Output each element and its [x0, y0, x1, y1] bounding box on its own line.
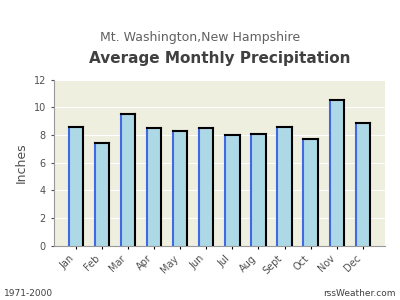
- Title: Average Monthly Precipitation: Average Monthly Precipitation: [88, 51, 350, 66]
- Bar: [69, 127, 83, 246]
- Bar: [173, 131, 187, 246]
- Bar: [330, 100, 344, 246]
- Y-axis label: Inches: Inches: [15, 142, 28, 183]
- Text: 1971-2000: 1971-2000: [4, 290, 53, 298]
- Bar: [225, 135, 240, 246]
- Bar: [356, 122, 370, 246]
- Bar: [199, 128, 214, 246]
- Bar: [147, 128, 161, 246]
- Bar: [277, 127, 292, 246]
- Bar: [95, 143, 109, 246]
- Text: rssWeather.com: rssWeather.com: [324, 290, 396, 298]
- Bar: [251, 134, 266, 246]
- Text: Mt. Washington,New Hampshire: Mt. Washington,New Hampshire: [100, 32, 300, 44]
- Bar: [121, 114, 135, 246]
- Bar: [304, 139, 318, 246]
